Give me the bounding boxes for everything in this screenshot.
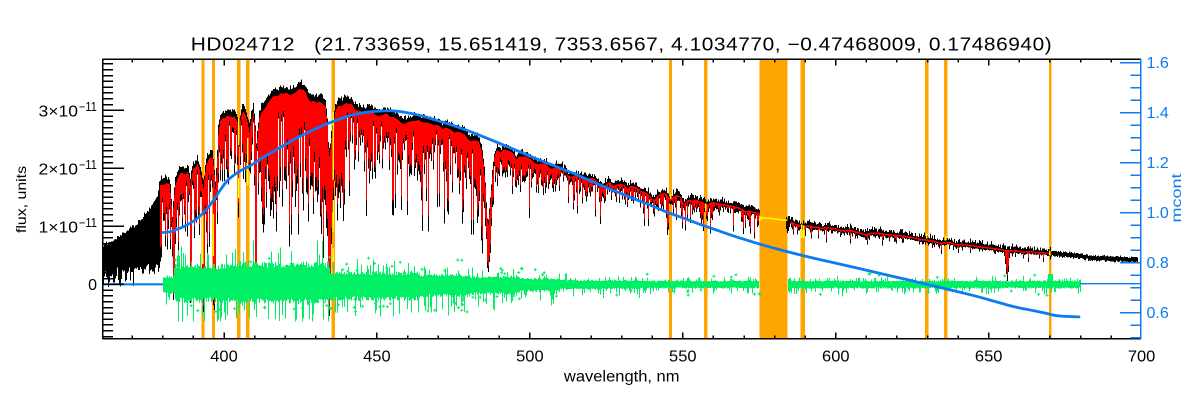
svg-text:550: 550: [669, 349, 697, 366]
svg-text:650: 650: [975, 349, 1003, 366]
svg-text:flux, units: flux, units: [13, 166, 29, 233]
svg-text:−11: −11: [79, 100, 97, 114]
svg-text:−11: −11: [79, 216, 97, 230]
svg-text:wavelength, nm: wavelength, nm: [563, 369, 680, 386]
svg-text:600: 600: [822, 349, 850, 366]
svg-text:2×10: 2×10: [39, 161, 79, 178]
svg-text:0: 0: [88, 277, 97, 294]
svg-text:mcont: mcont: [1168, 173, 1184, 222]
svg-text:1.0: 1.0: [1147, 205, 1169, 222]
svg-text:1.4: 1.4: [1147, 105, 1169, 122]
svg-text:400: 400: [210, 349, 238, 366]
svg-text:1.6: 1.6: [1147, 55, 1169, 72]
svg-text:3×10: 3×10: [39, 103, 79, 120]
svg-text:450: 450: [363, 349, 391, 366]
svg-text:1×10: 1×10: [39, 219, 79, 236]
svg-text:700: 700: [1128, 349, 1156, 366]
svg-text:1.2: 1.2: [1147, 155, 1169, 172]
svg-text:HD024712 (21.733659, 15.6514: HD024712 (21.733659, 15.651419, 7353.656…: [191, 34, 1052, 55]
svg-text:500: 500: [516, 349, 544, 366]
svg-text:0.6: 0.6: [1147, 305, 1169, 322]
svg-text:0.8: 0.8: [1147, 255, 1169, 272]
svg-text:−11: −11: [79, 158, 97, 172]
